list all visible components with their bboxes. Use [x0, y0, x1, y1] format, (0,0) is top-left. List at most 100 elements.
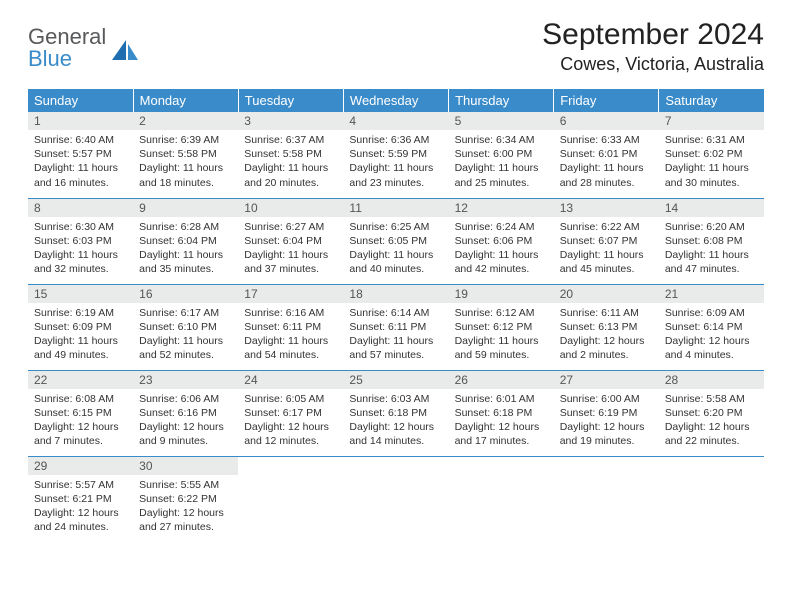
day-number: 20 [554, 285, 659, 303]
day-details: Sunrise: 6:28 AMSunset: 6:04 PMDaylight:… [133, 217, 238, 281]
calendar-cell: 14Sunrise: 6:20 AMSunset: 6:08 PMDayligh… [659, 198, 764, 284]
calendar-cell: 12Sunrise: 6:24 AMSunset: 6:06 PMDayligh… [449, 198, 554, 284]
day-number: 15 [28, 285, 133, 303]
day-details: Sunrise: 6:30 AMSunset: 6:03 PMDaylight:… [28, 217, 133, 281]
day-details: Sunrise: 5:57 AMSunset: 6:21 PMDaylight:… [28, 475, 133, 539]
calendar-cell [554, 456, 659, 542]
calendar-cell: 8Sunrise: 6:30 AMSunset: 6:03 PMDaylight… [28, 198, 133, 284]
day-details: Sunrise: 5:55 AMSunset: 6:22 PMDaylight:… [133, 475, 238, 539]
logo-text-stack: General Blue [28, 26, 106, 70]
day-details: Sunrise: 6:00 AMSunset: 6:19 PMDaylight:… [554, 389, 659, 453]
day-number: 29 [28, 457, 133, 475]
calendar-cell: 23Sunrise: 6:06 AMSunset: 6:16 PMDayligh… [133, 370, 238, 456]
day-details: Sunrise: 6:16 AMSunset: 6:11 PMDaylight:… [238, 303, 343, 367]
calendar-cell [343, 456, 448, 542]
day-number: 27 [554, 371, 659, 389]
day-number: 7 [659, 112, 764, 130]
day-details: Sunrise: 6:34 AMSunset: 6:00 PMDaylight:… [449, 130, 554, 194]
logo: General Blue [28, 18, 140, 70]
day-details: Sunrise: 6:25 AMSunset: 6:05 PMDaylight:… [343, 217, 448, 281]
day-number: 22 [28, 371, 133, 389]
calendar-cell: 19Sunrise: 6:12 AMSunset: 6:12 PMDayligh… [449, 284, 554, 370]
logo-word-general: General [28, 26, 106, 48]
sail-icon [110, 38, 140, 62]
weekday-header: Thursday [449, 89, 554, 112]
weekday-header: Tuesday [238, 89, 343, 112]
calendar-cell: 17Sunrise: 6:16 AMSunset: 6:11 PMDayligh… [238, 284, 343, 370]
calendar-cell: 11Sunrise: 6:25 AMSunset: 6:05 PMDayligh… [343, 198, 448, 284]
day-details: Sunrise: 6:22 AMSunset: 6:07 PMDaylight:… [554, 217, 659, 281]
calendar-cell: 21Sunrise: 6:09 AMSunset: 6:14 PMDayligh… [659, 284, 764, 370]
day-number: 14 [659, 199, 764, 217]
calendar-cell: 16Sunrise: 6:17 AMSunset: 6:10 PMDayligh… [133, 284, 238, 370]
day-number: 26 [449, 371, 554, 389]
day-details: Sunrise: 6:06 AMSunset: 6:16 PMDaylight:… [133, 389, 238, 453]
calendar-cell: 28Sunrise: 5:58 AMSunset: 6:20 PMDayligh… [659, 370, 764, 456]
day-number: 4 [343, 112, 448, 130]
calendar-cell [449, 456, 554, 542]
calendar-cell: 22Sunrise: 6:08 AMSunset: 6:15 PMDayligh… [28, 370, 133, 456]
day-number: 11 [343, 199, 448, 217]
calendar-cell: 27Sunrise: 6:00 AMSunset: 6:19 PMDayligh… [554, 370, 659, 456]
calendar-cell: 24Sunrise: 6:05 AMSunset: 6:17 PMDayligh… [238, 370, 343, 456]
calendar-row: 1Sunrise: 6:40 AMSunset: 5:57 PMDaylight… [28, 112, 764, 198]
calendar-cell: 1Sunrise: 6:40 AMSunset: 5:57 PMDaylight… [28, 112, 133, 198]
calendar-cell: 15Sunrise: 6:19 AMSunset: 6:09 PMDayligh… [28, 284, 133, 370]
day-number: 17 [238, 285, 343, 303]
day-number: 2 [133, 112, 238, 130]
day-number: 13 [554, 199, 659, 217]
day-details: Sunrise: 6:39 AMSunset: 5:58 PMDaylight:… [133, 130, 238, 194]
calendar-cell: 7Sunrise: 6:31 AMSunset: 6:02 PMDaylight… [659, 112, 764, 198]
day-number: 23 [133, 371, 238, 389]
weekday-header: Monday [133, 89, 238, 112]
weekday-header: Wednesday [343, 89, 448, 112]
day-details: Sunrise: 6:40 AMSunset: 5:57 PMDaylight:… [28, 130, 133, 194]
calendar-cell: 30Sunrise: 5:55 AMSunset: 6:22 PMDayligh… [133, 456, 238, 542]
day-details: Sunrise: 6:09 AMSunset: 6:14 PMDaylight:… [659, 303, 764, 367]
day-number: 3 [238, 112, 343, 130]
calendar-row: 22Sunrise: 6:08 AMSunset: 6:15 PMDayligh… [28, 370, 764, 456]
calendar-row: 8Sunrise: 6:30 AMSunset: 6:03 PMDaylight… [28, 198, 764, 284]
calendar-cell: 26Sunrise: 6:01 AMSunset: 6:18 PMDayligh… [449, 370, 554, 456]
calendar-cell: 18Sunrise: 6:14 AMSunset: 6:11 PMDayligh… [343, 284, 448, 370]
header: General Blue September 2024 Cowes, Victo… [28, 18, 764, 75]
logo-word-blue: Blue [28, 48, 106, 70]
day-details: Sunrise: 6:11 AMSunset: 6:13 PMDaylight:… [554, 303, 659, 367]
day-details: Sunrise: 6:31 AMSunset: 6:02 PMDaylight:… [659, 130, 764, 194]
weekday-row: SundayMondayTuesdayWednesdayThursdayFrid… [28, 89, 764, 112]
title-block: September 2024 Cowes, Victoria, Australi… [542, 18, 764, 75]
calendar-head: SundayMondayTuesdayWednesdayThursdayFrid… [28, 89, 764, 112]
day-details: Sunrise: 6:05 AMSunset: 6:17 PMDaylight:… [238, 389, 343, 453]
calendar-cell [238, 456, 343, 542]
day-number: 9 [133, 199, 238, 217]
page: General Blue September 2024 Cowes, Victo… [0, 0, 792, 542]
calendar-row: 15Sunrise: 6:19 AMSunset: 6:09 PMDayligh… [28, 284, 764, 370]
day-number: 18 [343, 285, 448, 303]
day-number: 1 [28, 112, 133, 130]
day-number: 8 [28, 199, 133, 217]
calendar-table: SundayMondayTuesdayWednesdayThursdayFrid… [28, 89, 764, 542]
calendar-cell: 6Sunrise: 6:33 AMSunset: 6:01 PMDaylight… [554, 112, 659, 198]
weekday-header: Saturday [659, 89, 764, 112]
day-number: 28 [659, 371, 764, 389]
day-number: 21 [659, 285, 764, 303]
day-number: 25 [343, 371, 448, 389]
calendar-cell: 13Sunrise: 6:22 AMSunset: 6:07 PMDayligh… [554, 198, 659, 284]
day-details: Sunrise: 6:27 AMSunset: 6:04 PMDaylight:… [238, 217, 343, 281]
calendar-cell: 20Sunrise: 6:11 AMSunset: 6:13 PMDayligh… [554, 284, 659, 370]
day-number: 6 [554, 112, 659, 130]
calendar-body: 1Sunrise: 6:40 AMSunset: 5:57 PMDaylight… [28, 112, 764, 542]
calendar-row: 29Sunrise: 5:57 AMSunset: 6:21 PMDayligh… [28, 456, 764, 542]
day-details: Sunrise: 6:37 AMSunset: 5:58 PMDaylight:… [238, 130, 343, 194]
calendar-cell: 25Sunrise: 6:03 AMSunset: 6:18 PMDayligh… [343, 370, 448, 456]
day-details: Sunrise: 6:01 AMSunset: 6:18 PMDaylight:… [449, 389, 554, 453]
day-number: 5 [449, 112, 554, 130]
day-number: 30 [133, 457, 238, 475]
day-number: 12 [449, 199, 554, 217]
day-details: Sunrise: 6:19 AMSunset: 6:09 PMDaylight:… [28, 303, 133, 367]
day-number: 19 [449, 285, 554, 303]
calendar-cell: 4Sunrise: 6:36 AMSunset: 5:59 PMDaylight… [343, 112, 448, 198]
month-title: September 2024 [542, 18, 764, 52]
day-number: 16 [133, 285, 238, 303]
calendar-cell: 5Sunrise: 6:34 AMSunset: 6:00 PMDaylight… [449, 112, 554, 198]
